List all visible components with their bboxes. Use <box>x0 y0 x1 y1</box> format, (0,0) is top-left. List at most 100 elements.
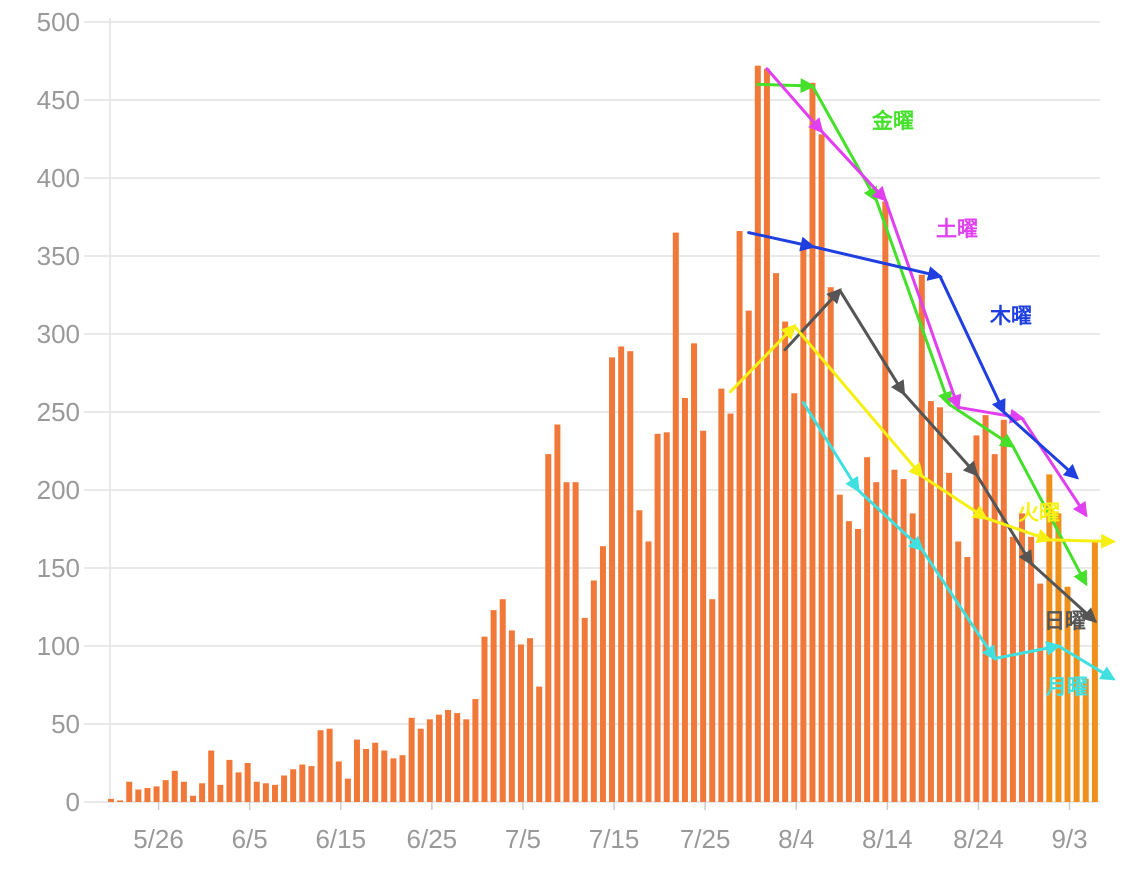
bar <box>281 775 288 802</box>
bar <box>609 357 616 802</box>
bar <box>663 432 670 802</box>
bar <box>873 482 880 802</box>
y-tick-label: 300 <box>37 319 80 349</box>
trend-segment <box>729 324 797 394</box>
bar <box>709 599 716 802</box>
bar <box>1073 625 1080 802</box>
y-tick-label: 350 <box>37 241 80 271</box>
bar <box>1037 583 1044 802</box>
bar <box>836 494 843 802</box>
x-tick-label: 6/25 <box>407 824 458 854</box>
trend-segment <box>820 129 888 202</box>
bar <box>982 415 989 802</box>
bar <box>681 397 688 802</box>
bar <box>791 393 798 802</box>
bars <box>108 65 1098 803</box>
bar <box>417 728 424 802</box>
bar <box>217 784 224 802</box>
bar <box>408 717 415 802</box>
bar <box>809 82 816 803</box>
bar <box>463 719 470 802</box>
bar <box>508 630 515 802</box>
trend-segment <box>883 198 962 411</box>
bar <box>727 413 734 802</box>
bar <box>1064 586 1071 802</box>
trend-segment <box>1020 416 1088 518</box>
y-tick-label: 500 <box>37 7 80 37</box>
bar <box>818 134 825 802</box>
trend-segment <box>902 391 979 477</box>
bar <box>317 730 324 802</box>
bar <box>745 310 752 802</box>
bar <box>299 764 306 802</box>
bar <box>153 786 160 802</box>
bar <box>490 610 497 802</box>
bar <box>918 274 925 803</box>
bar <box>372 742 379 802</box>
trend-segment <box>811 84 878 203</box>
bar <box>390 758 397 802</box>
trend-segment <box>1029 561 1098 624</box>
trend-segment <box>947 402 1016 448</box>
bar <box>435 714 442 802</box>
bar <box>363 748 370 802</box>
bar <box>581 617 588 802</box>
bar <box>108 798 114 802</box>
bar <box>882 201 889 802</box>
trend-segment <box>956 405 1025 424</box>
bar <box>691 343 698 802</box>
bar <box>782 321 789 802</box>
bar <box>1009 536 1016 802</box>
bar <box>672 232 679 803</box>
bar <box>144 787 151 802</box>
bar <box>855 529 862 802</box>
series-label: 月曜 <box>1045 675 1088 699</box>
trend-segment <box>920 474 989 520</box>
bar <box>955 541 962 802</box>
bar <box>645 541 652 802</box>
trend-segment <box>1056 644 1116 681</box>
bar <box>654 433 661 802</box>
bar <box>353 739 360 802</box>
trend-segment <box>747 231 816 252</box>
bar <box>235 772 242 802</box>
bar <box>700 430 707 802</box>
bar <box>426 719 433 802</box>
bar <box>162 780 169 802</box>
y-tick-label: 0 <box>66 787 80 817</box>
bar <box>381 750 388 802</box>
bar <box>1082 678 1089 802</box>
y-tick-label: 450 <box>37 85 80 115</box>
bar <box>891 469 898 802</box>
bar <box>1055 513 1062 802</box>
x-tick-label: 7/5 <box>505 824 541 854</box>
x-tick-label: 9/3 <box>1051 824 1087 854</box>
bar <box>636 510 643 802</box>
bar <box>1000 419 1007 802</box>
y-tick-label: 50 <box>51 709 80 739</box>
bar <box>445 709 452 802</box>
trend-segment <box>1002 410 1079 480</box>
bar <box>290 769 297 802</box>
bar <box>763 68 770 803</box>
bar <box>964 557 971 802</box>
bar <box>117 800 124 802</box>
bar <box>171 770 178 802</box>
y-axis: 0 50 100 150 200 250 300 350 400 450 500 <box>37 7 111 817</box>
trend-segment <box>838 288 906 396</box>
series-label: 火曜 <box>1018 501 1060 525</box>
bar <box>399 755 406 802</box>
bar <box>1019 513 1025 802</box>
bar <box>900 479 907 802</box>
bar <box>454 713 461 802</box>
bar <box>618 346 625 802</box>
bar <box>599 546 606 802</box>
bar <box>1091 541 1098 802</box>
bar <box>909 513 916 802</box>
bar <box>554 424 561 802</box>
x-tick-label: 7/15 <box>589 824 640 854</box>
series-label: 金曜 <box>871 109 914 133</box>
trend-segment <box>993 640 1062 660</box>
series-label: 土曜 <box>936 217 978 241</box>
